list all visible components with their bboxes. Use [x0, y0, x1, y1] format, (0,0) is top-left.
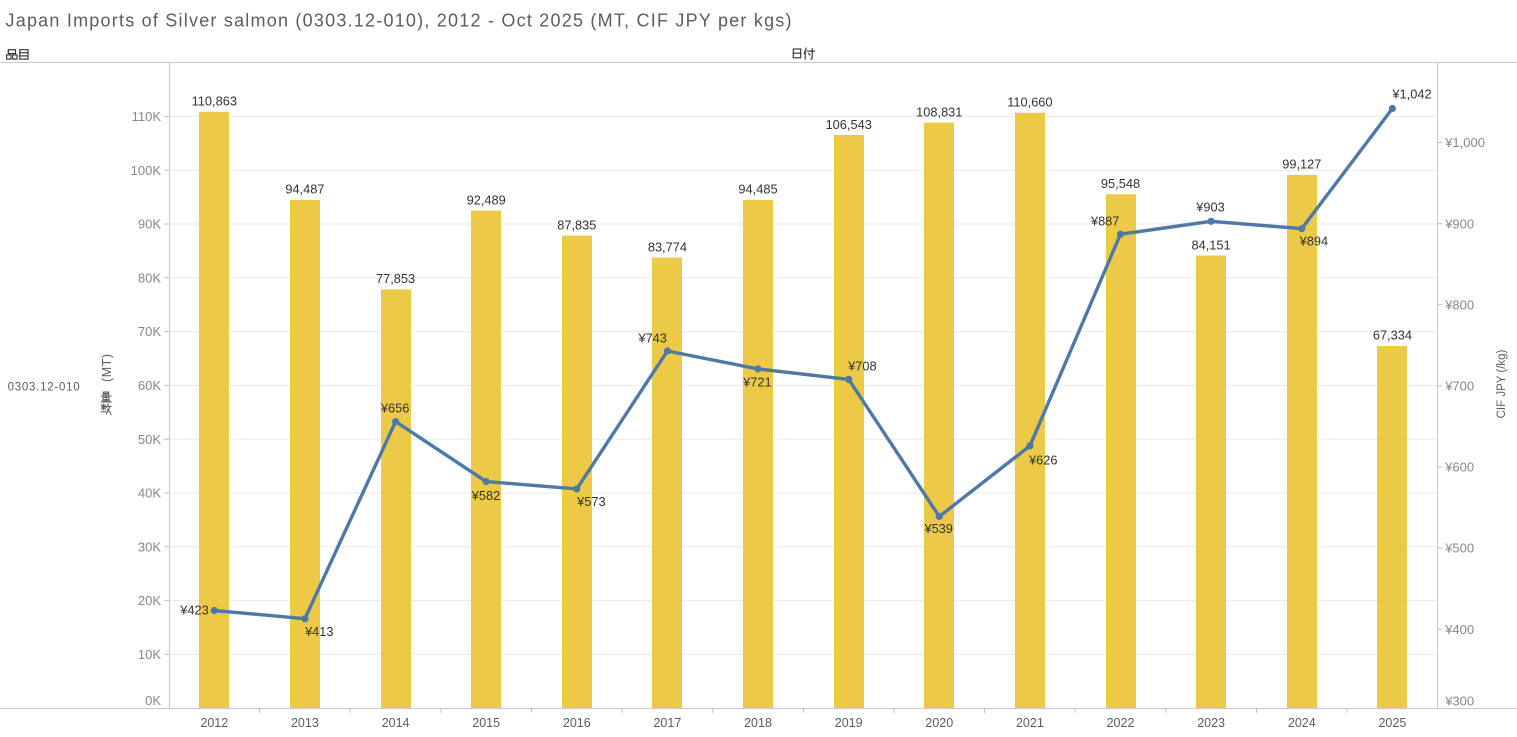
svg-text:¥900: ¥900 — [1444, 216, 1474, 231]
svg-text:¥600: ¥600 — [1444, 460, 1474, 475]
svg-text:2025: 2025 — [1378, 716, 1406, 730]
svg-text:2023: 2023 — [1197, 716, 1225, 730]
svg-text:87,835: 87,835 — [557, 217, 596, 232]
svg-text:¥800: ¥800 — [1444, 297, 1474, 312]
svg-text:20K: 20K — [138, 593, 161, 608]
svg-text:90K: 90K — [138, 217, 161, 232]
svg-text:2021: 2021 — [1016, 716, 1044, 730]
svg-text:106,543: 106,543 — [826, 117, 872, 132]
svg-text:2020: 2020 — [925, 716, 953, 730]
svg-text:60K: 60K — [138, 378, 161, 393]
svg-text:¥1,000: ¥1,000 — [1444, 135, 1485, 150]
svg-text:2019: 2019 — [835, 716, 863, 730]
svg-text:¥721: ¥721 — [742, 375, 771, 390]
svg-text:110,863: 110,863 — [192, 94, 237, 109]
svg-text:¥400: ¥400 — [1444, 622, 1474, 637]
svg-text:67,334: 67,334 — [1373, 328, 1412, 343]
svg-text:Japan Imports of Silver salmon: Japan Imports of Silver salmon (0303.12-… — [6, 11, 793, 31]
svg-text:110,660: 110,660 — [1007, 95, 1052, 110]
svg-text:2017: 2017 — [653, 716, 681, 730]
svg-text:2016: 2016 — [563, 716, 591, 730]
svg-text:80K: 80K — [138, 270, 161, 285]
svg-text:¥413: ¥413 — [304, 624, 333, 639]
svg-text:10K: 10K — [138, 647, 161, 662]
svg-text:¥903: ¥903 — [1195, 200, 1224, 215]
svg-text:2015: 2015 — [472, 716, 500, 730]
svg-text:0303.12-010: 0303.12-010 — [8, 381, 81, 393]
svg-text:2018: 2018 — [744, 716, 772, 730]
svg-text:CIF JPY (/kg): CIF JPY (/kg) — [1496, 349, 1508, 418]
svg-text:¥573: ¥573 — [576, 494, 605, 509]
svg-text:¥300: ¥300 — [1444, 693, 1474, 708]
svg-text:40K: 40K — [138, 486, 161, 501]
svg-text:77,853: 77,853 — [376, 271, 415, 286]
svg-text:2012: 2012 — [200, 716, 228, 730]
svg-text:95,548: 95,548 — [1101, 176, 1140, 191]
svg-text:94,487: 94,487 — [285, 182, 324, 197]
svg-text:¥539: ¥539 — [923, 521, 952, 536]
svg-text:(MT): (MT) — [100, 353, 114, 382]
svg-text:¥700: ¥700 — [1444, 379, 1474, 394]
svg-text:¥656: ¥656 — [380, 400, 409, 415]
svg-text:2013: 2013 — [291, 716, 319, 730]
svg-text:94,485: 94,485 — [738, 182, 777, 197]
svg-text:¥708: ¥708 — [847, 359, 876, 374]
svg-text:¥1,042: ¥1,042 — [1391, 87, 1431, 102]
svg-text:¥887: ¥887 — [1090, 214, 1119, 229]
svg-text:¥423: ¥423 — [179, 603, 208, 618]
svg-text:2014: 2014 — [382, 716, 410, 730]
svg-text:¥582: ¥582 — [471, 488, 500, 503]
svg-text:¥626: ¥626 — [1028, 453, 1057, 468]
svg-text:108,831: 108,831 — [916, 105, 962, 120]
svg-text:50K: 50K — [138, 432, 161, 447]
svg-text:¥500: ¥500 — [1444, 541, 1474, 556]
svg-text:110K: 110K — [132, 109, 162, 124]
svg-text:0K: 0K — [145, 693, 161, 708]
svg-text:84,151: 84,151 — [1192, 237, 1231, 252]
svg-text:30K: 30K — [138, 539, 161, 554]
svg-text:100K: 100K — [131, 163, 162, 178]
svg-text:99,127: 99,127 — [1282, 157, 1321, 172]
svg-text:70K: 70K — [138, 324, 161, 339]
svg-text:2024: 2024 — [1288, 716, 1316, 730]
svg-text:2022: 2022 — [1107, 716, 1135, 730]
svg-text:¥743: ¥743 — [637, 331, 666, 346]
svg-text:83,774: 83,774 — [648, 239, 687, 254]
svg-text:¥894: ¥894 — [1299, 233, 1328, 248]
svg-text:92,489: 92,489 — [467, 192, 506, 207]
